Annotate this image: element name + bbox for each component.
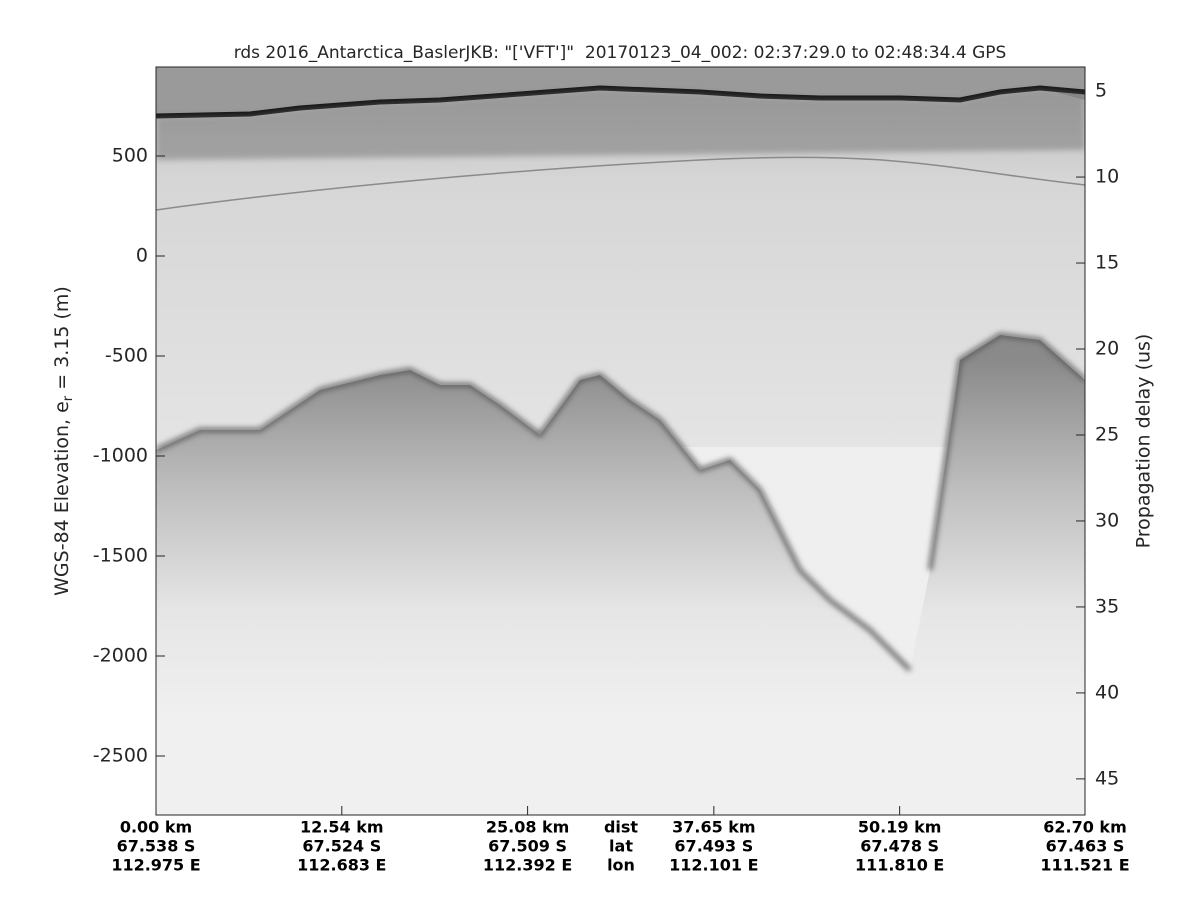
x-tick-label: 25.08 km bbox=[486, 818, 570, 837]
x-tick-label: 12.54 km bbox=[300, 818, 384, 837]
chart-title: rds 2016_Antarctica_BaslerJKB: "['VFT']"… bbox=[234, 43, 1007, 63]
echogram bbox=[156, 67, 1085, 815]
lon-label: 112.101 E bbox=[669, 856, 758, 875]
lon-label: 111.521 E bbox=[1040, 856, 1129, 875]
y-tick-label: -500 bbox=[105, 345, 148, 367]
x-tick-label: 37.65 km bbox=[672, 818, 756, 837]
lon-label: 111.810 E bbox=[855, 856, 944, 875]
y-tick-label: -2000 bbox=[93, 645, 148, 667]
lat-label: 67.509 S bbox=[488, 837, 567, 856]
lat-label: 67.524 S bbox=[302, 837, 381, 856]
y2-tick-label: 5 bbox=[1095, 80, 1107, 102]
y2-tick-label: 45 bbox=[1095, 767, 1119, 789]
y-label-part: WGS-84 Elevation, e bbox=[51, 401, 73, 596]
y2-tick-label: 30 bbox=[1095, 509, 1119, 531]
y-tick-label: -1500 bbox=[93, 545, 148, 567]
y2-tick-label: 15 bbox=[1095, 252, 1119, 274]
x-tick-label: 62.70 km bbox=[1043, 818, 1127, 837]
y2-tick-label: 35 bbox=[1095, 595, 1119, 617]
y2-axis-label: Propagation delay (us) bbox=[1133, 334, 1155, 549]
y-label-sub: r bbox=[61, 395, 76, 401]
x-tick-label: 0.00 km bbox=[120, 818, 192, 837]
row-label: dist bbox=[604, 818, 638, 837]
y-label-part: = 3.15 (m) bbox=[51, 286, 73, 396]
lat-label: 67.493 S bbox=[674, 837, 753, 856]
lon-label: 112.683 E bbox=[297, 856, 386, 875]
y-tick-label: 0 bbox=[136, 245, 148, 267]
y-tick-label: -2500 bbox=[93, 745, 148, 767]
lon-label: 112.975 E bbox=[111, 856, 200, 875]
y-tick-label: -1000 bbox=[93, 445, 148, 467]
y2-tick-label: 10 bbox=[1095, 166, 1119, 188]
row-label: lon bbox=[607, 856, 635, 875]
lat-label: 67.538 S bbox=[117, 837, 196, 856]
lat-label: 67.463 S bbox=[1046, 837, 1125, 856]
lon-label: 112.392 E bbox=[483, 856, 572, 875]
y-axis-label: WGS-84 Elevation, er = 3.15 (m) bbox=[51, 286, 76, 596]
lat-label: 67.478 S bbox=[860, 837, 939, 856]
y2-tick-label: 40 bbox=[1095, 681, 1119, 703]
x-tick-label: 50.19 km bbox=[858, 818, 942, 837]
y2-tick-label: 20 bbox=[1095, 338, 1119, 360]
y-tick-label: 500 bbox=[112, 145, 148, 167]
y2-tick-label: 25 bbox=[1095, 423, 1119, 445]
row-label: lat bbox=[609, 837, 633, 856]
plot-frame bbox=[155, 66, 1086, 816]
